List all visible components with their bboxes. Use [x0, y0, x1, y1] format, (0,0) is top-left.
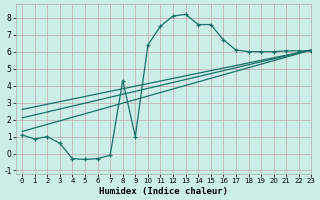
X-axis label: Humidex (Indice chaleur): Humidex (Indice chaleur): [99, 187, 228, 196]
